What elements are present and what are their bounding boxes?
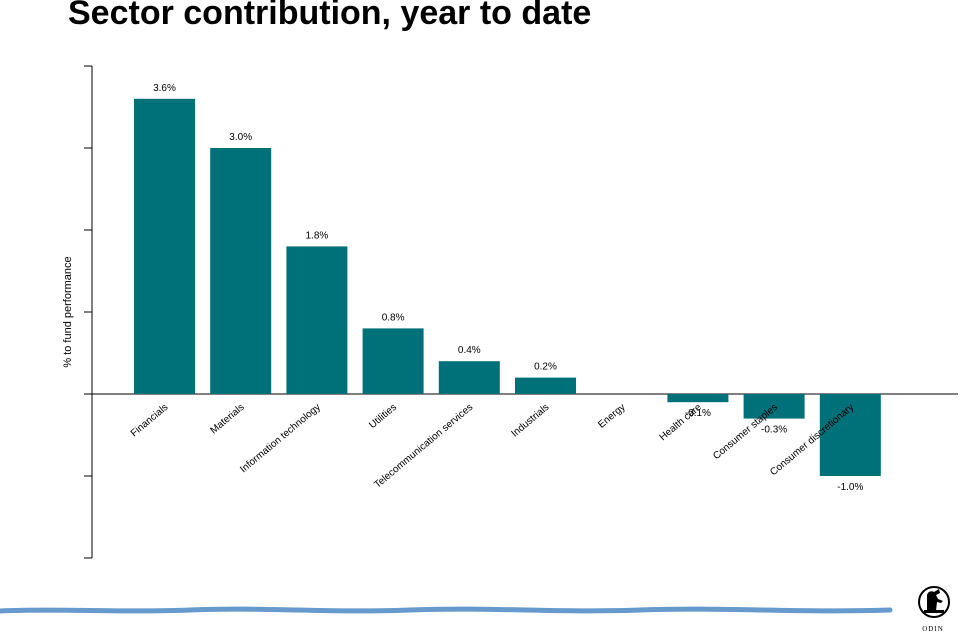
decorative-wave [0,606,893,614]
chart-title: Sector contribution, year to date [68,0,592,32]
category-label: Industrials [509,402,551,440]
category-label: Financials [129,402,171,439]
value-label: 0.8% [382,312,405,323]
category-label: Utilities [367,402,399,431]
category-label: Materials [208,402,246,437]
value-label: 0.4% [458,345,481,356]
category-label: Information technology [238,402,323,475]
bar-group [134,98,881,476]
value-label: 3.0% [229,132,252,143]
bar [286,246,348,394]
value-label: -1.0% [837,482,863,493]
bar [210,148,272,394]
logo-figure [927,589,943,611]
logo-text: ODIN [922,625,944,633]
bar [134,98,195,395]
category-label: Health care [658,402,705,444]
odin-logo: ODIN [918,586,950,633]
bar [438,361,500,394]
bar [667,394,729,403]
value-label: -0.1% [685,408,711,419]
wave-stroke [0,606,893,614]
y-tick-group [84,65,92,559]
value-label: 0.2% [534,362,557,373]
value-label: 1.8% [306,230,329,241]
value-label: 3.6% [153,83,176,94]
y-axis-label: % to fund performance [62,256,74,367]
value-label-group: 3.6% 3.0% 1.8% 0.8% 0.4% 0.2% -0.1% -0.3% -1.0% [153,83,863,493]
category-label: Energy [596,402,627,431]
bar-chart: % to fund performance 3.6% 3.0% 1.8% 0.8% 0.… [62,65,958,559]
bar [515,377,576,394]
value-label: -0.3% [761,425,787,436]
bar [819,394,881,476]
logo-ring [918,586,950,618]
logo-base [924,610,944,613]
bar [362,328,424,394]
bar [743,394,805,419]
